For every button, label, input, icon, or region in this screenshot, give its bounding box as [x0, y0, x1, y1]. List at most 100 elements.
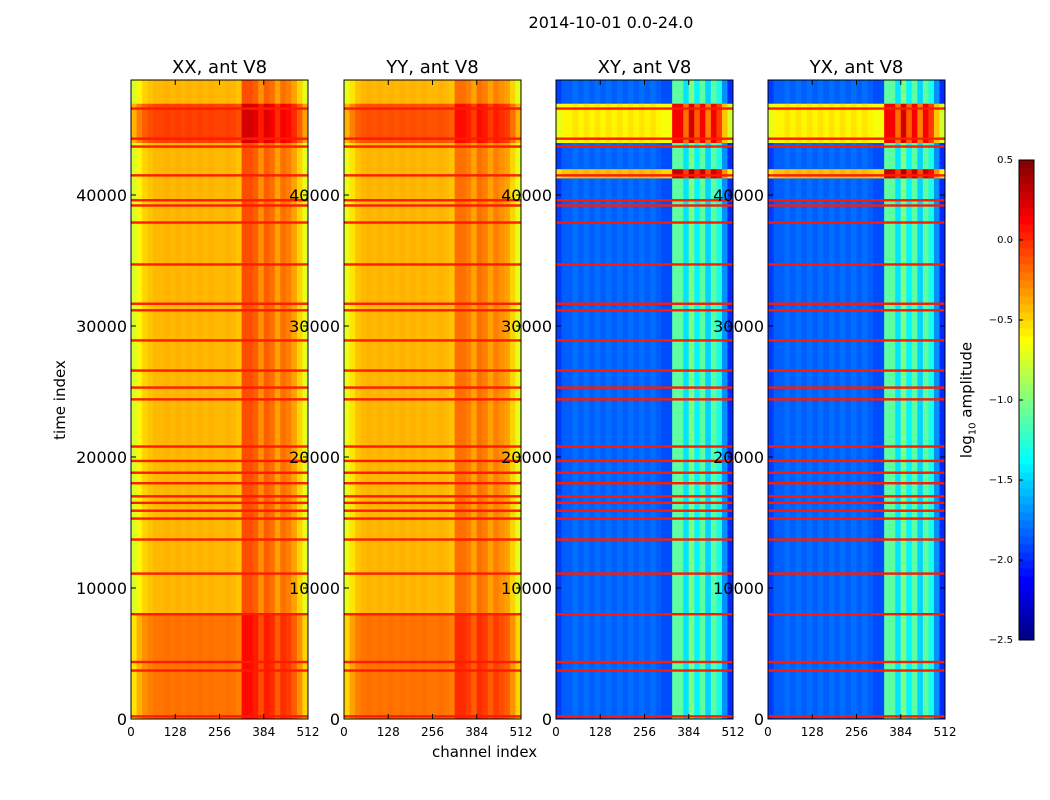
heatmap-cell: [845, 142, 852, 170]
heatmap-cell: [202, 614, 209, 720]
heatmap-cell: [710, 168, 717, 179]
flagged-row: [344, 509, 521, 512]
heatmap-cell: [900, 168, 907, 179]
flagged-row: [556, 398, 733, 401]
heatmap-cell: [371, 614, 378, 720]
heatmap-cell: [834, 177, 841, 720]
heatmap-cell: [371, 142, 378, 615]
heatmap-cell: [845, 177, 852, 720]
heatmap-cell: [349, 103, 356, 144]
colorbar-segment: [1019, 200, 1034, 209]
heatmap-cell: [933, 103, 940, 144]
heatmap-cell: [258, 142, 265, 615]
heatmap-cell: [839, 168, 846, 179]
heatmap-cell: [666, 103, 673, 144]
heatmap-cell: [432, 142, 439, 615]
heatmap-cell: [504, 80, 511, 104]
heatmap-cell: [823, 177, 830, 720]
heatmap-cell: [589, 142, 596, 170]
flagged-row: [344, 145, 521, 148]
heatmap-cell: [504, 614, 511, 720]
heatmap-cell: [360, 80, 367, 104]
heatmap-cell: [410, 80, 417, 104]
heatmap-cell: [269, 103, 276, 144]
colorbar-segment: [1019, 328, 1034, 337]
heatmap-cell: [795, 168, 802, 179]
heatmap-cell: [252, 80, 259, 104]
heatmap-cell: [567, 103, 573, 144]
heatmap-cell: [153, 142, 160, 615]
colorbar-segment: [1019, 160, 1034, 169]
heatmap-cell: [694, 142, 701, 170]
heatmap-cell: [493, 103, 500, 144]
flagged-row: [131, 199, 308, 202]
flagged-row: [768, 302, 945, 305]
heatmap-cell: [449, 142, 456, 615]
heatmap-cell: [705, 103, 712, 144]
heatmap-cell: [839, 103, 846, 144]
flagged-row: [556, 660, 733, 664]
heatmap-cell: [862, 177, 868, 720]
heatmap-cell: [856, 177, 863, 720]
heatmap-cell: [812, 80, 819, 104]
heatmap-cell: [699, 168, 706, 179]
heatmap-cell: [862, 80, 868, 104]
heatmap-cell: [213, 614, 220, 720]
heatmap-cell: [280, 80, 287, 104]
colorbar-segment: [1019, 472, 1034, 481]
flagged-row: [768, 471, 945, 474]
heatmap-cell: [191, 80, 198, 104]
heatmap-cell: [208, 103, 215, 144]
heatmap-cell: [644, 177, 651, 720]
flagged-row: [768, 386, 945, 389]
heatmap-cell: [911, 103, 918, 144]
flagged-row: [131, 482, 308, 485]
heatmap-cell: [784, 103, 791, 144]
heatmap-cell: [862, 103, 868, 144]
heatmap-cell: [487, 103, 494, 144]
colorbar-tick-label: −0.5: [989, 315, 1013, 326]
heatmap-cell: [355, 103, 361, 144]
heatmap-cell: [280, 614, 287, 720]
heatmap-cell: [672, 168, 679, 179]
heatmap-cell: [721, 168, 728, 179]
heatmap-cell: [360, 142, 367, 615]
flagged-row: [344, 386, 521, 389]
y-tick-label: 30000: [76, 317, 127, 336]
heatmap-cell: [839, 142, 846, 170]
heatmap-cell: [867, 142, 874, 170]
heatmap-cell: [252, 103, 259, 144]
heatmap-cell: [136, 142, 143, 615]
heatmap-cell: [638, 168, 645, 179]
y-tick-label: 0: [330, 710, 340, 729]
heatmap-cell: [650, 168, 656, 179]
heatmap-cell: [784, 80, 791, 104]
heatmap-cell: [779, 103, 785, 144]
heatmap-cell: [202, 80, 209, 104]
heatmap-cell: [650, 80, 656, 104]
heatmap-cell: [633, 80, 640, 104]
heatmap-cell: [438, 103, 444, 144]
heatmap-cell: [633, 103, 640, 144]
heatmap-cell: [382, 614, 389, 720]
heatmap-cell: [884, 80, 891, 104]
heatmap-cell: [862, 168, 868, 179]
heatmap-cell: [616, 177, 623, 720]
flagged-row: [344, 501, 521, 505]
heatmap-cell: [650, 177, 656, 720]
heatmap-cell: [454, 103, 461, 144]
heatmap-cell: [906, 80, 913, 104]
heatmap-cell: [616, 142, 623, 170]
x-tick-label: 512: [934, 725, 957, 739]
flagged-row: [768, 459, 945, 463]
heatmap-cell: [795, 177, 802, 720]
heatmap-cell: [611, 142, 618, 170]
heatmap-cell: [460, 80, 467, 104]
heatmap-cell: [498, 80, 505, 104]
flagged-row: [556, 309, 733, 312]
heatmap-cell: [911, 80, 918, 104]
panel-title: YY, ant V8: [385, 57, 478, 78]
heatmap-cell: [773, 168, 780, 179]
heatmap-cell: [644, 142, 651, 170]
